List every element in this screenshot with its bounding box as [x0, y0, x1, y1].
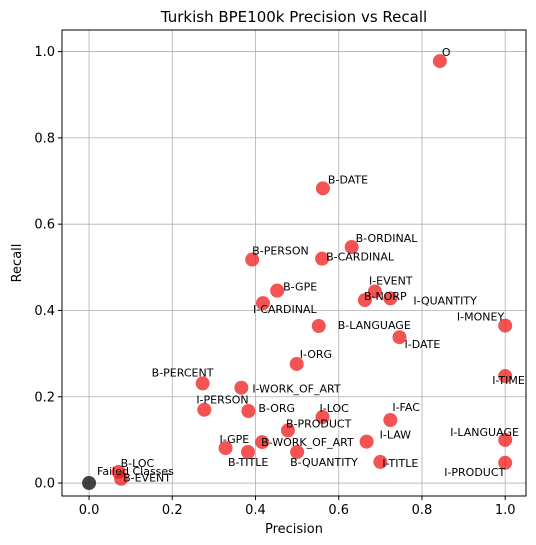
point-label: I-PERSON: [196, 394, 248, 407]
y-tick-label: 0.2: [34, 390, 55, 405]
x-tick-label: 0.6: [328, 503, 349, 518]
point-label: B-TITLE: [228, 456, 268, 469]
point-label: I-LANGUAGE: [450, 426, 519, 439]
x-tick-label: 0.0: [79, 503, 100, 518]
x-tick-label: 0.8: [412, 503, 433, 518]
point-layer: [82, 54, 513, 491]
tick-layer: 0.0 0.2 0.4 0.6 0.8 1.0 0.0 0.2 0.4 0.6 0.8 1.0: [34, 45, 515, 518]
data-point: [392, 330, 407, 345]
point-label: B-PERSON: [252, 245, 309, 258]
point-label: I-GPE: [220, 433, 250, 446]
point-label: O: [442, 46, 451, 59]
point-label: B-NORP: [364, 290, 407, 303]
data-point: [114, 471, 129, 486]
x-axis-label: Precision: [265, 522, 323, 537]
point-label: B-GPE: [283, 281, 317, 294]
point-label: B-QUANTITY: [290, 456, 358, 469]
y-axis-label: Recall: [10, 244, 25, 283]
failed-class-label: Failed Classes: [97, 465, 174, 478]
data-point: [383, 413, 398, 428]
chart-title: Turkish BPE100k Precision vs Recall: [160, 8, 427, 26]
point-label: I-MONEY: [457, 311, 505, 324]
y-tick-label: 1.0: [34, 45, 55, 60]
data-point: [245, 252, 260, 267]
point-label: B-ORG: [258, 402, 295, 415]
data-point: [197, 402, 212, 417]
y-tick-label: 0.6: [34, 218, 55, 233]
data-point: [270, 283, 285, 298]
data-point: [498, 432, 513, 447]
data-point: [289, 356, 304, 371]
data-point: [255, 296, 270, 311]
data-point: [344, 240, 359, 255]
data-point: [218, 441, 233, 456]
data-point: [383, 291, 398, 306]
data-point: [498, 318, 513, 333]
point-label: B-DATE: [328, 173, 368, 186]
point-label: B-WORK_OF_ART: [261, 436, 354, 449]
y-tick-label: 0.8: [34, 131, 55, 146]
point-label: I-TIME: [492, 374, 525, 387]
point-label: B-PERCENT: [152, 366, 214, 379]
plot-frame: [61, 29, 527, 497]
data-point: [315, 251, 330, 266]
point-label: B-EVENT: [123, 472, 171, 485]
point-label: I-PRODUCT: [444, 466, 505, 479]
x-tick-label: 0.2: [162, 503, 183, 518]
data-point: [241, 403, 256, 418]
data-point: [255, 435, 270, 450]
data-point: [373, 454, 388, 469]
x-tick-label: 1.0: [495, 503, 516, 518]
x-tick-label: 0.4: [245, 503, 266, 518]
point-label: I-LAW: [380, 429, 412, 442]
failed-class-point: [82, 476, 97, 491]
data-point: [315, 410, 330, 425]
y-tick-label: 0.0: [34, 477, 55, 492]
data-point: [234, 380, 249, 395]
y-tick-label: 0.4: [34, 304, 55, 319]
point-label: B-ORDINAL: [356, 232, 419, 245]
data-point: [315, 181, 330, 196]
grid-layer: [62, 30, 526, 496]
data-point: [290, 444, 305, 459]
data-point: [498, 369, 513, 384]
data-point: [311, 318, 326, 333]
data-point: [357, 293, 372, 308]
point-label: I-EVENT: [369, 274, 413, 287]
point-label: B-CARDINAL: [326, 251, 395, 264]
data-point: [367, 284, 382, 299]
point-label: I-DATE: [404, 338, 440, 351]
data-point: [241, 444, 256, 459]
point-label: I-CARDINAL: [253, 303, 318, 316]
data-point: [498, 455, 513, 470]
data-point: [432, 54, 447, 69]
point-label: B-PRODUCT: [286, 417, 352, 430]
point-label: I-TITLE: [382, 457, 418, 470]
label-layer: O B-DATE B-ORDINAL B-PERSON B-CARDINAL I-EVEN…: [97, 46, 525, 485]
data-point: [359, 434, 374, 449]
point-label: I-LOC: [320, 402, 350, 415]
data-point: [280, 423, 295, 438]
point-label: B-LANGUAGE: [338, 319, 411, 332]
point-label: I-WORK_OF_ART: [252, 383, 341, 396]
point-label: I-FAC: [392, 401, 420, 414]
point-label: I-ORG: [300, 348, 332, 361]
data-point: [195, 376, 210, 391]
point-label: I-QUANTITY: [413, 294, 477, 307]
point-label: B-LOC: [121, 457, 155, 470]
